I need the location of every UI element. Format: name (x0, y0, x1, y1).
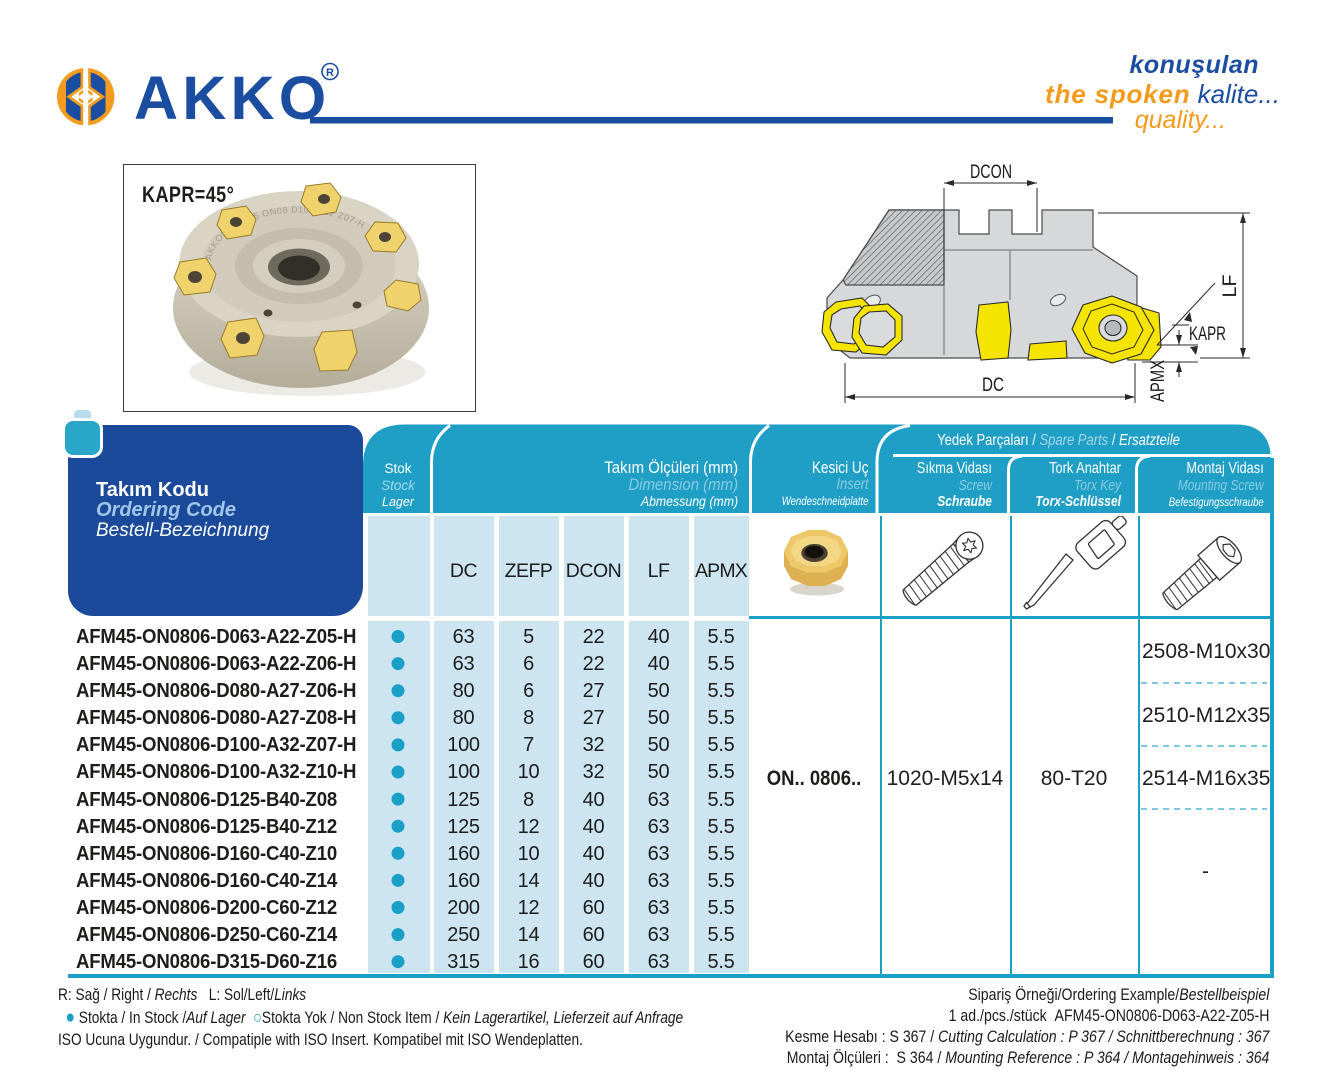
svg-text:KAPR: KAPR (1189, 324, 1226, 345)
svg-text:APMX: APMX (1148, 360, 1169, 402)
svg-text:DC: DC (982, 375, 1004, 396)
svg-text:R: R (326, 67, 334, 79)
svg-text:AKKO: AKKO (134, 64, 330, 132)
svg-text:LF: LF (1220, 275, 1241, 298)
svg-text:DCON: DCON (970, 162, 1012, 183)
